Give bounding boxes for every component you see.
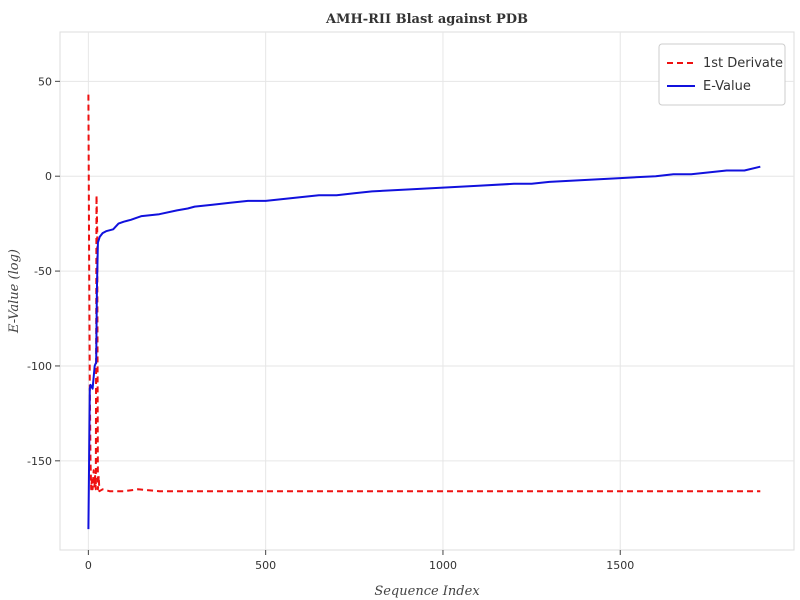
y-tick-label: -50 [34, 265, 52, 278]
series-line-e-value [87, 165, 761, 530]
y-tick-label: -100 [27, 360, 52, 373]
y-axis-ticks: 50 0 -50 -100 -150 [27, 75, 60, 468]
chart-title: AMH-RII Blast against PDB [325, 12, 528, 27]
y-tick-label: -150 [27, 455, 52, 468]
grid [60, 32, 794, 550]
legend-label-1st-derivate: 1st Derivate [703, 56, 783, 71]
y-axis-label: E-Value (log) [7, 249, 22, 334]
plot-background [59, 31, 795, 551]
y-tick-label: 0 [45, 170, 52, 183]
x-tick-label: 0 [85, 559, 92, 572]
x-axis-ticks: 0 500 1000 1500 [85, 550, 634, 572]
x-tick-label: 1000 [429, 559, 457, 572]
legend-box [658, 43, 786, 106]
x-tick-label: 500 [255, 559, 276, 572]
series-layer [87, 94, 761, 530]
series-line-1st-derivate [87, 94, 761, 493]
y-tick-label: 50 [38, 75, 52, 88]
x-tick-label: 1500 [606, 559, 634, 572]
legend: 1st Derivate E-Value [658, 43, 786, 106]
x-axis-label: Sequence Index [374, 584, 480, 599]
legend-label-e-value: E-Value [703, 79, 751, 94]
